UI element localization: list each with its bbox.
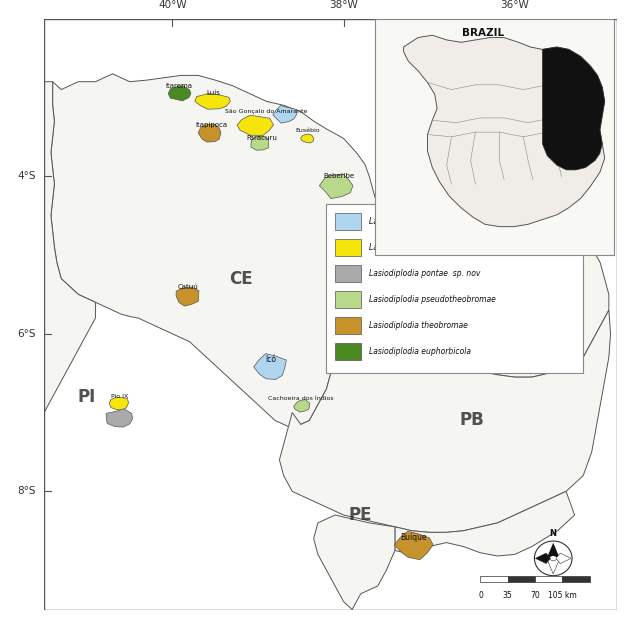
Polygon shape <box>314 515 395 610</box>
Polygon shape <box>319 174 353 198</box>
FancyBboxPatch shape <box>326 204 583 373</box>
Text: BRAZIL: BRAZIL <box>462 28 503 38</box>
Text: Icó: Icó <box>265 355 277 363</box>
Text: Mossoró: Mossoró <box>389 258 421 267</box>
Text: PB: PB <box>459 412 484 429</box>
Text: Paracuru: Paracuru <box>247 136 278 141</box>
Text: CE: CE <box>229 270 253 287</box>
Polygon shape <box>251 136 269 151</box>
Polygon shape <box>44 81 95 586</box>
Text: Lasiodiplodia brasiliense: Lasiodiplodia brasiliense <box>369 217 463 226</box>
Text: Lasiodiplodia pontae  sp. nov: Lasiodiplodia pontae sp. nov <box>369 269 481 278</box>
Polygon shape <box>395 491 575 556</box>
Bar <box>335 291 361 308</box>
Polygon shape <box>237 115 273 136</box>
Polygon shape <box>536 553 551 564</box>
Bar <box>481 576 508 582</box>
Text: Beberibe: Beberibe <box>324 174 355 179</box>
Text: 8°S: 8°S <box>17 486 35 496</box>
Bar <box>335 213 361 230</box>
Text: Lasiodiplodia euphorbicola: Lasiodiplodia euphorbicola <box>369 347 471 356</box>
Text: 4°S: 4°S <box>17 171 35 181</box>
Text: Luís: Luís <box>207 90 220 96</box>
Text: Lasiodiplodia theobromae: Lasiodiplodia theobromae <box>369 321 468 330</box>
Text: 0: 0 <box>478 592 483 600</box>
Bar <box>335 317 361 334</box>
Text: N: N <box>550 529 557 539</box>
Text: Itapipoca: Itapipoca <box>195 122 227 128</box>
Polygon shape <box>51 74 379 429</box>
Text: Pio IX: Pio IX <box>111 394 128 399</box>
Bar <box>335 343 361 360</box>
Polygon shape <box>361 98 596 330</box>
Circle shape <box>534 541 572 576</box>
Bar <box>535 576 563 582</box>
Polygon shape <box>394 531 433 560</box>
Polygon shape <box>354 211 380 226</box>
Text: 6°S: 6°S <box>17 329 35 339</box>
Bar <box>563 576 590 582</box>
Text: Aracati: Aracati <box>357 209 382 215</box>
Text: 36°W: 36°W <box>500 0 529 10</box>
Text: 38°W: 38°W <box>329 0 358 10</box>
Polygon shape <box>254 354 286 379</box>
Polygon shape <box>198 124 221 142</box>
Text: Eusébio: Eusébio <box>295 128 320 133</box>
Polygon shape <box>547 543 560 559</box>
Text: Catuú: Catuú <box>178 284 198 289</box>
Text: RN: RN <box>433 309 459 327</box>
Polygon shape <box>195 93 231 109</box>
Bar <box>335 239 361 256</box>
Text: Lasiodiplodia pseudotheobromae: Lasiodiplodia pseudotheobromae <box>369 295 496 304</box>
Text: São Gonçalo do Amarante: São Gonçalo do Amarante <box>226 109 308 114</box>
Text: 35: 35 <box>503 592 513 600</box>
Polygon shape <box>556 553 571 564</box>
Bar <box>335 265 361 282</box>
Polygon shape <box>404 35 605 226</box>
Polygon shape <box>542 47 605 170</box>
Text: Itarema: Itarema <box>166 83 193 88</box>
Polygon shape <box>280 279 610 532</box>
Polygon shape <box>106 409 132 427</box>
Text: 70: 70 <box>530 592 540 600</box>
Text: 105 km: 105 km <box>548 592 576 600</box>
Bar <box>508 576 535 582</box>
Text: Cachoeira dos Índios: Cachoeira dos Índios <box>268 396 334 401</box>
Polygon shape <box>374 231 609 377</box>
Polygon shape <box>273 106 297 123</box>
Polygon shape <box>109 397 129 411</box>
Text: PI: PI <box>77 388 96 406</box>
Polygon shape <box>380 256 425 289</box>
Polygon shape <box>301 134 314 143</box>
Polygon shape <box>547 559 560 574</box>
Polygon shape <box>294 399 310 412</box>
Polygon shape <box>168 86 191 101</box>
Text: Lasiodiplodia caatinguensis sp. nov: Lasiodiplodia caatinguensis sp. nov <box>369 243 505 252</box>
Text: Buíque: Buíque <box>401 532 427 542</box>
Text: PE: PE <box>349 506 372 524</box>
Polygon shape <box>176 287 199 306</box>
Text: 40°W: 40°W <box>158 0 186 10</box>
